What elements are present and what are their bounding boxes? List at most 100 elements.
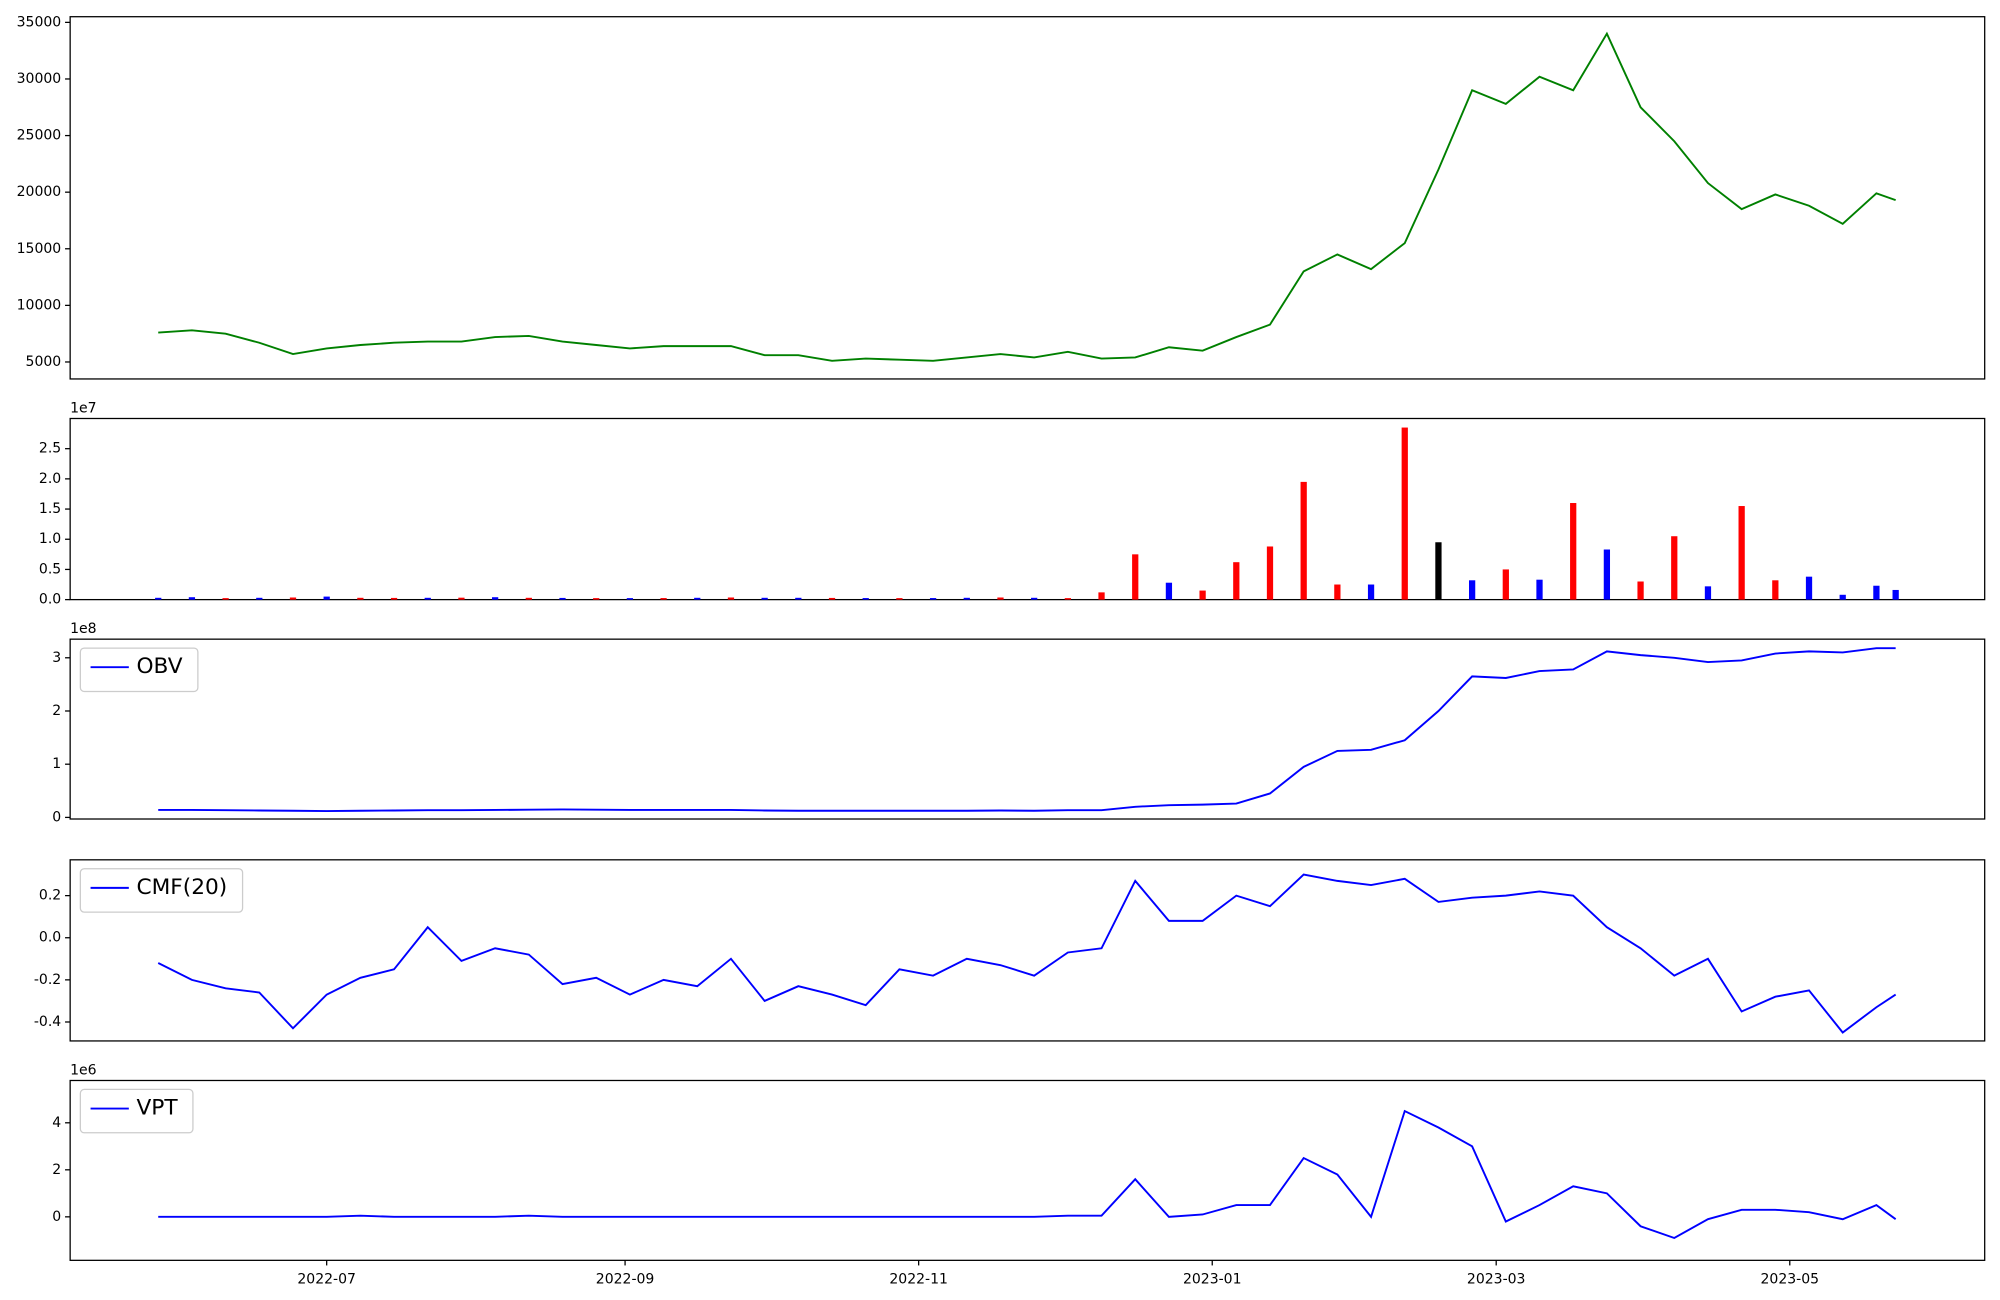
volume-bar xyxy=(1233,562,1240,600)
volume-bar xyxy=(795,597,802,600)
volume-bar xyxy=(1031,597,1038,600)
y-tick-label: -0.2 xyxy=(34,972,61,988)
y-tick-label: 0.0 xyxy=(39,930,61,946)
x-tick-label: 2022-11 xyxy=(889,1271,948,1287)
y-tick-label: 0 xyxy=(52,1209,61,1225)
volume-bar xyxy=(1266,546,1274,600)
y-tick-label: 0.0 xyxy=(39,592,61,608)
volume-bar xyxy=(1704,586,1712,600)
volume-bar xyxy=(357,597,364,600)
y-tick-label: 35000 xyxy=(17,14,62,30)
y-tick-label: 2.0 xyxy=(39,471,61,487)
y-tick-label: 1.5 xyxy=(39,501,61,517)
volume-bar xyxy=(1570,503,1577,600)
volume-bar xyxy=(1199,590,1206,600)
legend-label: CMF(20) xyxy=(136,875,227,900)
volume-bar xyxy=(1892,589,1899,600)
volume-bar xyxy=(1637,581,1644,600)
x-tick-label: 2023-03 xyxy=(1467,1271,1526,1287)
y-tick-label: 1.0 xyxy=(39,531,61,547)
legend-box xyxy=(79,1088,194,1134)
volume-bar xyxy=(491,597,499,600)
series-line xyxy=(158,31,1896,362)
volume-bar xyxy=(289,597,297,600)
volume-bar xyxy=(323,596,330,600)
volume-bar xyxy=(1132,554,1139,600)
legend-label: VPT xyxy=(136,1096,178,1121)
y-tick-label: 2 xyxy=(52,1162,61,1178)
series-line xyxy=(158,647,1896,812)
axis-offset-label: 1e8 xyxy=(70,621,96,637)
volume-bar xyxy=(390,597,398,600)
volume-bar xyxy=(1165,582,1173,600)
volume-bar xyxy=(1468,580,1476,600)
legend-label: OBV xyxy=(136,654,182,679)
y-tick-label: 0 xyxy=(52,809,61,825)
volume-bar xyxy=(1300,481,1307,600)
volume-bar xyxy=(1098,592,1105,600)
y-tick-label: 2 xyxy=(52,703,61,719)
axis-offset-label: 1e7 xyxy=(70,400,96,416)
legend-box xyxy=(79,868,244,913)
volume-bar xyxy=(1772,580,1779,600)
volume-bar xyxy=(525,597,532,600)
plot-frame xyxy=(69,1079,1986,1261)
volume-bar xyxy=(256,597,263,600)
series-line xyxy=(158,1109,1897,1240)
volume-bar xyxy=(1671,536,1678,600)
y-tick-label: 0.5 xyxy=(39,561,61,577)
y-tick-label: 3 xyxy=(52,650,61,666)
volume-bar xyxy=(727,597,735,600)
volume-bar xyxy=(896,598,903,600)
y-tick-label: 4 xyxy=(52,1115,61,1131)
volume-bar xyxy=(559,597,566,600)
volume-bar xyxy=(1401,427,1408,600)
volume-bar xyxy=(222,598,229,600)
volume-bar xyxy=(188,597,196,600)
y-tick-label: 1 xyxy=(52,756,61,772)
volume-bar xyxy=(1873,585,1880,600)
volume-bar xyxy=(1367,584,1375,600)
volume-bar xyxy=(963,597,970,600)
volume-bar xyxy=(593,598,600,600)
plot-frame xyxy=(69,638,1986,820)
volume-bar xyxy=(1334,584,1341,600)
y-tick-label: 30000 xyxy=(17,71,62,87)
y-tick-label: 0.2 xyxy=(39,888,61,904)
volume-bar xyxy=(1435,542,1442,600)
y-tick-label: 2.5 xyxy=(39,441,61,457)
volume-bar xyxy=(1738,506,1745,600)
y-tick-label: 15000 xyxy=(17,241,62,257)
y-tick-label: 20000 xyxy=(17,184,62,200)
y-tick-label: -0.4 xyxy=(34,1014,61,1030)
volume-bar xyxy=(694,597,701,600)
volume-bar xyxy=(1064,598,1071,600)
volume-bar xyxy=(660,598,667,600)
y-tick-label: 5000 xyxy=(26,354,62,370)
volume-bar xyxy=(828,597,836,600)
x-tick-label: 2022-07 xyxy=(297,1271,356,1287)
series-line xyxy=(157,873,1897,1034)
x-tick-label: 2023-01 xyxy=(1183,1271,1242,1287)
plot-frame xyxy=(69,417,1986,601)
volume-bar xyxy=(458,597,465,600)
volume-bar xyxy=(1536,579,1543,600)
volume-bar xyxy=(1603,549,1611,600)
volume-bar xyxy=(997,597,1004,600)
plot-frame xyxy=(69,859,1986,1042)
volume-bar xyxy=(929,598,937,600)
volume-bar xyxy=(1805,576,1813,600)
x-tick-label: 2022-09 xyxy=(596,1271,655,1287)
volume-bar xyxy=(1839,594,1846,600)
volume-bar xyxy=(626,598,634,600)
volume-bar xyxy=(862,598,869,600)
axis-offset-label: 1e6 xyxy=(70,1062,97,1078)
x-tick-label: 2023-05 xyxy=(1760,1271,1819,1287)
plot-frame xyxy=(69,16,1986,380)
volume-bar xyxy=(761,597,768,600)
y-tick-label: 10000 xyxy=(17,297,62,313)
y-tick-label: 25000 xyxy=(17,128,62,144)
volume-bar xyxy=(1502,569,1509,600)
volume-bar xyxy=(155,597,162,600)
